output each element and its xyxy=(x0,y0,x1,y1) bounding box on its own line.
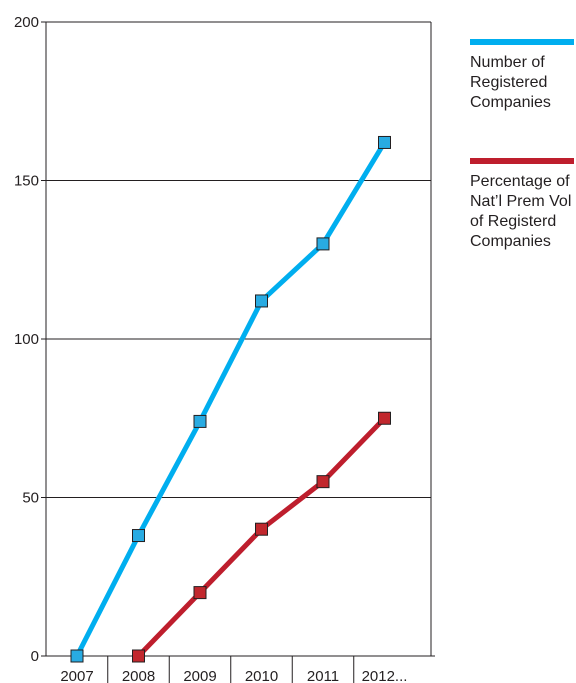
legend-entry-premium-volume: Percentage of Nat’l Prem Vol of Register… xyxy=(470,158,574,252)
x-tick-label: 2009 xyxy=(183,668,216,683)
legend-label: Percentage of Nat’l Prem Vol of Register… xyxy=(470,173,572,250)
data-point-marker xyxy=(316,237,330,251)
data-point-marker xyxy=(70,649,84,663)
y-tick-label: 0 xyxy=(31,648,39,665)
data-point-marker xyxy=(255,294,268,308)
legend-swatch-red xyxy=(470,158,574,164)
legend-entry-registered-companies: Number of Registered Companies xyxy=(470,39,574,113)
series-line-1 xyxy=(136,415,387,659)
data-point-marker xyxy=(132,529,145,543)
x-tick-label: 2007 xyxy=(60,668,93,683)
grid-lines xyxy=(46,180,431,498)
data-point-marker xyxy=(193,586,207,600)
series-lines xyxy=(74,139,387,659)
x-tick-labels: 2007 2008 2009 2010 2011 2012... xyxy=(60,668,407,683)
data-point-marker xyxy=(132,649,145,663)
y-tick-label: 200 xyxy=(14,14,39,31)
series-markers xyxy=(70,135,391,663)
axes xyxy=(41,21,435,683)
x-tick-label: 2010 xyxy=(245,668,278,683)
data-point-marker xyxy=(316,475,330,489)
data-point-marker xyxy=(193,414,207,428)
x-tick-label: 2008 xyxy=(122,668,155,683)
data-point-marker xyxy=(255,522,268,536)
y-tick-label: 100 xyxy=(14,331,39,348)
data-point-marker xyxy=(378,135,391,149)
x-tick-label: 2012... xyxy=(362,668,408,683)
x-tick-label: 2011 xyxy=(307,668,339,683)
legend-swatch-blue xyxy=(470,39,574,45)
legend-label: Number of Registered Companies xyxy=(470,54,551,111)
y-tick-label: 50 xyxy=(22,490,39,507)
y-tick-labels: 0 50 100 150 200 xyxy=(14,14,39,665)
y-tick-label: 150 xyxy=(14,173,39,190)
data-point-marker xyxy=(378,411,391,425)
series-line-0 xyxy=(74,139,387,659)
